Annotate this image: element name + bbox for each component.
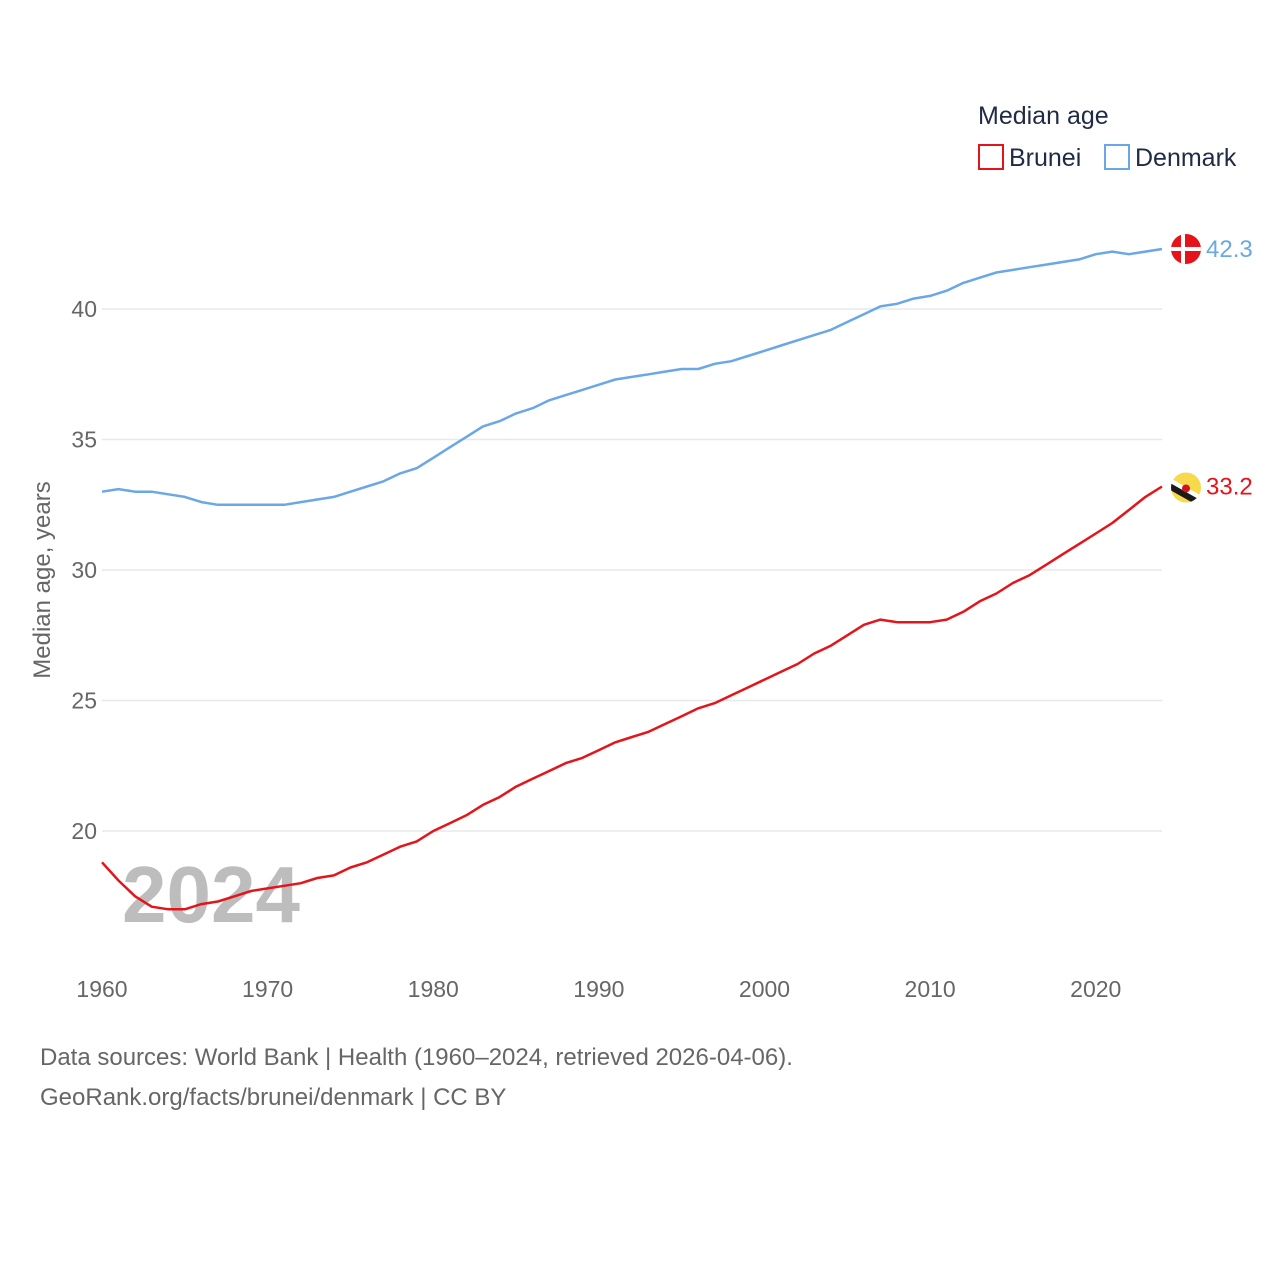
y-tick-label-40: 40 <box>71 296 97 322</box>
credit-link[interactable]: GeoRank.org/facts/brunei/denmark | CC BY <box>40 1084 507 1111</box>
y-tick-label-35: 35 <box>71 427 97 453</box>
legend-label-brunei[interactable]: Brunei <box>1009 144 1081 172</box>
y-axis-ticks: 20 25 30 35 40 <box>71 296 97 844</box>
x-tick-label-1970: 1970 <box>242 976 293 1002</box>
x-tick-label-2000: 2000 <box>739 976 790 1002</box>
legend-swatch-brunei[interactable] <box>978 144 1004 170</box>
x-axis-ticks: 1960 1970 1980 1990 2000 2010 2020 <box>76 976 1121 1002</box>
x-tick-label-2020: 2020 <box>1070 976 1121 1002</box>
legend-title: Median age <box>978 102 1109 130</box>
series-lines <box>101 247 1163 911</box>
x-tick-label-2010: 2010 <box>905 976 956 1002</box>
gridlines <box>102 308 1162 832</box>
end-label-brunei: 33.2 <box>1206 473 1253 500</box>
series-line-denmark[interactable] <box>101 247 1163 507</box>
series-line-brunei[interactable] <box>101 485 1163 911</box>
legend-label-denmark[interactable]: Denmark <box>1135 144 1237 172</box>
y-tick-label-30: 30 <box>71 557 97 583</box>
legend-swatch-denmark[interactable] <box>1104 144 1130 170</box>
brunei-flag-icon <box>1171 472 1201 503</box>
x-tick-label-1990: 1990 <box>573 976 624 1002</box>
legend: Median age Brunei Denmark <box>978 102 1237 172</box>
x-tick-label-1960: 1960 <box>76 976 127 1002</box>
y-axis-title: Median age, years <box>29 481 56 678</box>
data-source-note: Data sources: World Bank | Health (1960–… <box>40 1044 793 1071</box>
y-tick-label-20: 20 <box>71 818 97 844</box>
denmark-flag-icon <box>1171 233 1201 264</box>
end-label-denmark: 42.3 <box>1206 236 1253 263</box>
year-watermark: 2024 <box>122 850 300 939</box>
y-tick-label-25: 25 <box>71 688 97 714</box>
x-tick-label-1980: 1980 <box>408 976 459 1002</box>
